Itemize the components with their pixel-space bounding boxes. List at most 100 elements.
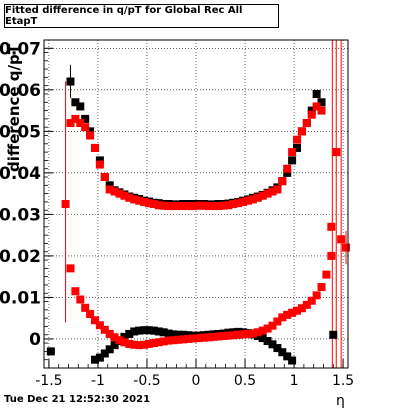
data-point-red	[194, 201, 203, 210]
data-point-red	[194, 334, 203, 343]
x-tick-label: 1	[290, 373, 299, 389]
data-point-black	[86, 127, 95, 136]
data-point-red	[164, 336, 173, 345]
data-point-red	[199, 201, 208, 210]
data-point-black	[293, 143, 302, 152]
data-point-red	[105, 329, 114, 338]
data-point-black	[263, 337, 272, 346]
x-tick-label: -1	[91, 373, 105, 389]
data-point-red	[278, 177, 287, 186]
data-point-red	[66, 264, 75, 273]
chart-title: Fitted difference in q/pT for Global Rec…	[4, 4, 279, 28]
y-tick-label: 0.05	[0, 122, 41, 142]
data-point-red	[100, 173, 109, 182]
data-point-red	[130, 195, 139, 204]
data-point-black	[90, 355, 99, 364]
data-point-black	[130, 327, 139, 336]
data-point-red	[293, 306, 302, 315]
data-point-black	[174, 330, 183, 339]
data-point-red	[302, 300, 311, 309]
data-point-red	[81, 303, 90, 312]
data-point-black	[307, 106, 316, 115]
data-point-red	[239, 330, 248, 339]
data-point-red	[115, 189, 124, 198]
data-point-red	[317, 106, 326, 115]
data-point-black	[278, 348, 287, 357]
data-point-red	[140, 340, 149, 349]
data-point-red	[253, 193, 262, 202]
data-point-red	[86, 131, 95, 140]
data-point-red	[95, 160, 104, 169]
data-point-black	[140, 326, 149, 335]
data-point-red	[110, 333, 119, 342]
data-point-red	[332, 148, 341, 157]
data-point-black	[288, 356, 297, 365]
x-tick-label: 0.5	[234, 373, 256, 389]
data-point-black	[71, 98, 80, 107]
data-point-red	[86, 310, 95, 319]
timestamp: Tue Dec 21 12:52:30 2021	[4, 394, 151, 405]
data-point-black	[81, 114, 90, 123]
x-tick-label: 0	[192, 373, 201, 389]
data-point-black	[105, 345, 114, 354]
data-point-red	[307, 110, 316, 119]
plot-frame	[43, 39, 349, 369]
data-point-black	[164, 329, 173, 338]
data-point-black	[317, 98, 326, 107]
data-point-red	[164, 202, 173, 211]
data-point-red	[248, 195, 257, 204]
data-point-red	[90, 316, 99, 325]
data-point-red	[144, 339, 153, 348]
data-point-red	[174, 202, 183, 211]
data-point-red	[293, 135, 302, 144]
y-tick-label: 0.01	[0, 288, 41, 308]
data-point-red	[234, 199, 243, 208]
data-point-black	[169, 330, 178, 339]
data-point-red	[219, 201, 228, 210]
data-point-black	[135, 326, 144, 335]
data-point-red	[71, 114, 80, 123]
data-point-red	[90, 143, 99, 152]
data-point-red	[125, 193, 134, 202]
data-point-red	[239, 197, 248, 206]
data-point-red	[71, 287, 80, 296]
data-point-red	[189, 334, 198, 343]
data-point-red	[337, 235, 346, 244]
data-point-black	[105, 181, 114, 190]
data-point-red	[258, 191, 267, 200]
data-point-red	[140, 197, 149, 206]
data-point-red	[184, 334, 193, 343]
data-point-black	[273, 344, 282, 353]
data-point-red	[302, 119, 311, 128]
y-tick-label: 0.03	[0, 205, 41, 225]
y-tick-label: 0	[29, 330, 41, 350]
data-point-red	[159, 337, 168, 346]
data-point-red	[297, 127, 306, 136]
data-point-red	[169, 202, 178, 211]
data-point-red	[144, 199, 153, 208]
data-point-red	[115, 336, 124, 345]
data-point-red	[174, 335, 183, 344]
data-point-red	[135, 341, 144, 350]
data-point-red	[229, 331, 238, 340]
axis-ticks: -1.5 -1 -0.5 0 0.5 1 1.5 0 0.01 0.02 0.03 0.04 0.05 0…	[0, 39, 354, 389]
data-point-red	[273, 185, 282, 194]
data-point-red	[342, 243, 351, 252]
data-point-black	[144, 326, 153, 335]
data-points	[46, 77, 351, 365]
data-point-red	[159, 201, 168, 210]
data-point-red	[224, 331, 233, 340]
y-tick-label: 0.02	[0, 247, 41, 267]
data-point-red	[278, 313, 287, 322]
data-point-red	[283, 310, 292, 319]
data-point-red	[268, 187, 277, 196]
data-point-red	[76, 295, 85, 304]
data-point-red	[120, 191, 129, 200]
data-point-black	[154, 327, 163, 336]
data-point-black	[283, 352, 292, 361]
data-point-red	[248, 329, 257, 338]
data-point-black	[110, 341, 119, 350]
data-point-red	[268, 321, 277, 330]
data-point-red	[66, 119, 75, 128]
